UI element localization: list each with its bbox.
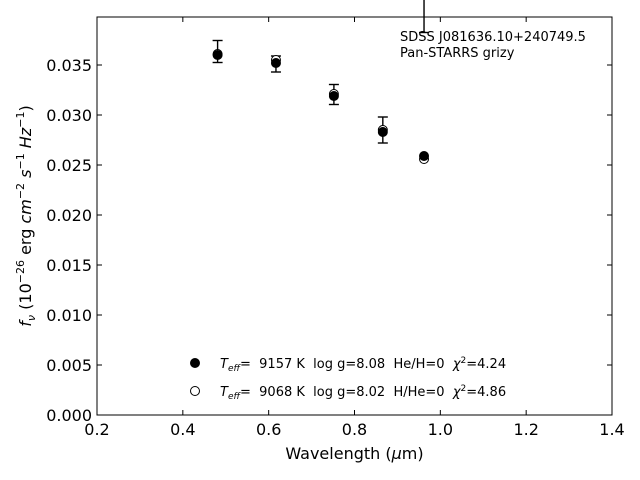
y-axis-label: fν (10−26 erg cm−2 s−1 Hz−1)	[14, 105, 38, 326]
y-tick-label: 0.010	[46, 306, 92, 325]
legend-entry-2-text: = 9068 K log g=8.02 H/He=0	[240, 385, 453, 400]
x-tick-label: 1.2	[513, 420, 538, 439]
plot-frame	[96, 16, 613, 416]
x-tick-label: 0.4	[170, 420, 195, 439]
legend-entry-1-text: = 9157 K log g=8.08 He/H=0	[240, 357, 453, 372]
y-tick-label: 0.025	[46, 156, 92, 175]
y-tick-label: 0.030	[46, 106, 92, 125]
annotation-subtitle: Pan-STARRS grizy	[400, 46, 515, 61]
model-point-filled	[212, 50, 223, 60]
annotation-title: SDSS J081636.10+240749.5	[400, 30, 586, 45]
y-axis-ticks: 0.000 0.005 0.010 0.015 0.020 0.025 0.030 0.035	[46, 56, 612, 425]
y-tick-label: 0.015	[46, 256, 92, 275]
legend-marker-filled	[190, 358, 200, 368]
y-tick-label: 0.035	[46, 56, 92, 75]
legend: Teff= 9157 K log g=8.08 He/H=0 χ2=4.24 T…	[190, 356, 506, 402]
model-point-filled	[270, 58, 281, 68]
x-tick-label: 0.6	[256, 420, 281, 439]
model-point-filled	[419, 151, 430, 161]
legend-entry-2: Teff= 9068 K log g=8.02 H/He=0 χ2=4.86	[220, 384, 506, 402]
x-tick-label: 1.0	[428, 420, 453, 439]
error-bar	[419, 0, 430, 34]
x-axis-label: Wavelength (μm)	[285, 444, 423, 463]
legend-marker-open	[190, 386, 200, 396]
x-tick-label: 0.8	[342, 420, 367, 439]
data-markers	[212, 49, 430, 164]
x-tick-label: 1.4	[599, 420, 624, 439]
model-point-filled	[377, 127, 388, 137]
x-tick-label: 0.2	[84, 420, 109, 439]
y-tick-label: 0.000	[46, 406, 92, 425]
model-point-filled	[328, 91, 339, 101]
legend-entry-1: Teff= 9157 K log g=8.08 He/H=0 χ2=4.24	[220, 356, 506, 374]
y-tick-label: 0.020	[46, 206, 92, 225]
legend-entry-2-chi2: =4.86	[466, 385, 506, 400]
legend-entry-1-chi2: =4.24	[466, 357, 506, 372]
y-tick-label: 0.005	[46, 356, 92, 375]
